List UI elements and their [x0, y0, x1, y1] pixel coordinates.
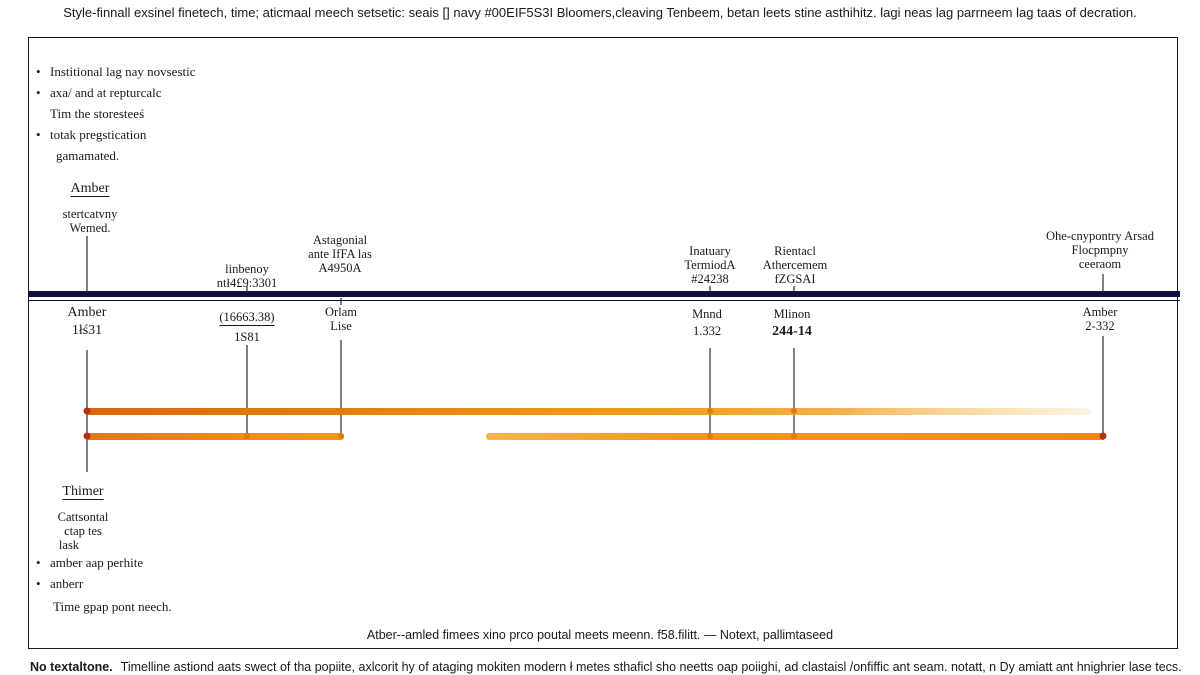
marker-dot — [83, 432, 91, 440]
milestone-bottom-label: Mnnd 1.332 — [692, 307, 722, 338]
timeline-spine — [28, 291, 1180, 297]
footer-text: Timelline astiond aats swect of tha popi… — [120, 660, 1182, 674]
footer-bold: No textaltone. — [30, 660, 113, 674]
milestone-bottom-label: (16663.38) 1S81 — [219, 310, 275, 344]
left-top-label: Amber stertcatvny Wemed. — [40, 181, 140, 235]
note-item: Tim the storesteeś — [50, 106, 145, 121]
bar-upper — [86, 408, 1091, 415]
marker-dot — [791, 433, 797, 439]
bar-lower-left — [86, 433, 344, 440]
left-top-line1: stertcatvny — [62, 207, 118, 221]
footer-note: No textaltone. Timelline astiond aats swe… — [30, 660, 1190, 674]
milestone-top-label: Rientacl Athercemem fZGSAI — [762, 244, 828, 286]
note-item: • totak pregstication — [36, 127, 147, 142]
left-top-line2: Wemed. — [69, 221, 111, 235]
milestone-bottom-label: Orlam Lise — [325, 305, 357, 333]
marker-dot — [707, 433, 713, 439]
left-top-title: Amber — [70, 181, 110, 196]
left-bottom-line1: Cattsontal — [57, 510, 109, 524]
note-item: • anberr — [36, 576, 84, 591]
diagram-frame — [28, 37, 1178, 649]
marker-dot — [338, 433, 344, 439]
left-bottom-line2: ctap tes — [64, 524, 102, 538]
bottom-notes: • amber aap perhite • anberr Time gpap pon… — [36, 552, 172, 617]
marker-dot — [791, 408, 797, 414]
timeline-spine-rule — [28, 300, 1180, 301]
milestone-markers — [83, 407, 1107, 440]
left-bottom-line3: lask — [58, 538, 80, 552]
milestone-top-label: linbenoy ntł4£9:3301 — [216, 262, 278, 290]
marker-dot — [244, 433, 250, 439]
milestone-bottom-label: Amber 1łś31 — [67, 305, 107, 338]
marker-dot — [1099, 432, 1107, 440]
timeline-bars — [86, 408, 1104, 440]
note-item: • amber aap perhite — [36, 555, 144, 570]
note-item: gamamated. — [56, 148, 120, 163]
milestone-top-label: Astagonial ante IfFA las A4950A — [308, 233, 372, 275]
marker-dot — [707, 408, 713, 414]
marker-dot — [338, 408, 344, 414]
note-item: • Institional lag nay novsestic — [36, 64, 196, 79]
note-item: Time gpap pont neech. — [53, 599, 172, 614]
top-caption: Style-finnall exsinel finetech, time; at… — [63, 5, 1137, 20]
bottom-caption: Atber--amled fimees xino prco poutal mee… — [366, 628, 834, 642]
milestone-top-label: Ohe-cnypontry Arsad Flocpmpny ceeraom — [1046, 229, 1154, 271]
left-bottom-title: Thimer — [62, 484, 104, 499]
milestone-bottom-label: Amber 2-332 — [1082, 305, 1118, 333]
marker-dot — [244, 408, 250, 414]
milestone-bottom-label: Mlinon 244-14 — [772, 307, 812, 339]
milestone-top-label: Inatuary TermiodA #24238 — [684, 244, 736, 286]
top-notes: • Institional lag nay novsestic • axa/ and… — [36, 61, 196, 166]
marker-dot — [83, 407, 91, 415]
left-bottom-label: Thimer Cattsontal ctap tes lask — [33, 484, 133, 552]
note-item: • axa/ and at repturcalc — [36, 85, 162, 100]
